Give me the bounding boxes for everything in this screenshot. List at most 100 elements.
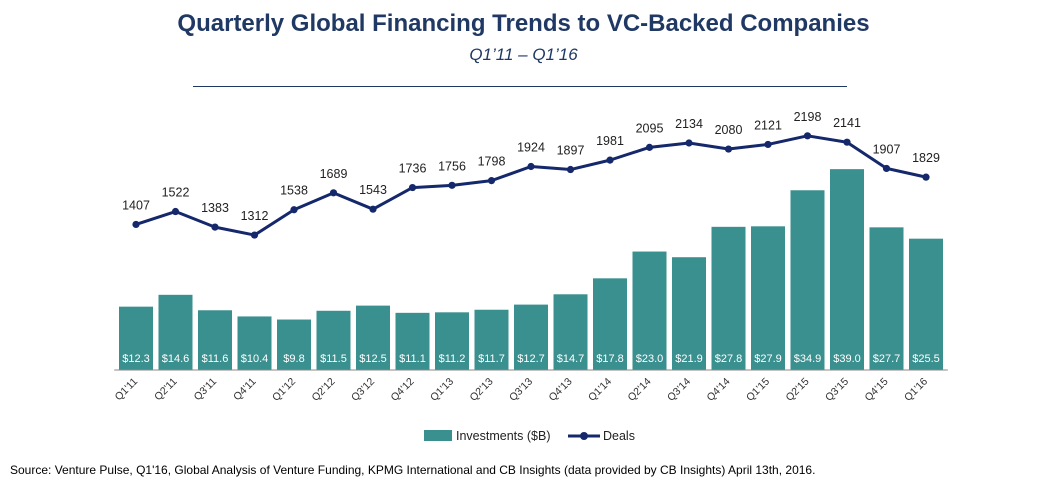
x-tick-label: Q3'15 xyxy=(823,376,851,404)
x-tick-label: Q3'11 xyxy=(192,376,220,404)
bar-value-label: $17.8 xyxy=(596,353,624,365)
bar xyxy=(395,312,430,370)
deals-value-label: 1798 xyxy=(478,155,506,169)
deals-value-label: 1407 xyxy=(122,198,150,212)
bar-value-label: $12.3 xyxy=(122,353,150,365)
bar-series xyxy=(119,169,943,370)
legend-swatch-deals-dot xyxy=(580,432,588,440)
x-tick-label: Q3'13 xyxy=(507,376,535,404)
deals-point xyxy=(132,220,140,229)
deals-point xyxy=(369,205,377,213)
x-tick-label: Q2'14 xyxy=(626,376,654,404)
deals-point xyxy=(250,231,259,239)
bar xyxy=(909,238,943,370)
deals-value-label: 2095 xyxy=(636,121,664,135)
x-tick-label: Q2'11 xyxy=(152,376,180,404)
bar-value-label: $27.7 xyxy=(873,353,901,365)
bar-value-label: $34.9 xyxy=(794,353,822,365)
deals-value-label: 2198 xyxy=(794,110,822,124)
deals-value-label: 1689 xyxy=(320,167,348,181)
chart-title: Quarterly Global Financing Trends to VC-… xyxy=(177,10,870,37)
bar-value-label: $11.2 xyxy=(439,353,466,365)
bar xyxy=(119,306,153,370)
bar-value-label: $11.5 xyxy=(320,353,347,365)
legend-swatch-investments xyxy=(424,430,452,441)
deals-point xyxy=(211,223,219,231)
deals-labels: 1407 1522 1383 1312 1538 1689 1543 1736 1756 1798… xyxy=(122,110,940,223)
legend-label-deals: Deals xyxy=(603,429,635,443)
deals-value-label: 2080 xyxy=(715,123,743,137)
deals-value-label: 1736 xyxy=(399,162,427,176)
deals-point xyxy=(448,181,456,189)
deals-point xyxy=(645,143,654,151)
deals-value-label: 1543 xyxy=(359,183,387,197)
x-tick-label: Q4'12 xyxy=(389,376,417,404)
bar xyxy=(198,310,232,370)
deals-points xyxy=(132,132,930,239)
deals-value-label: 1924 xyxy=(517,141,545,155)
x-tick-label: Q1'15 xyxy=(744,376,772,404)
deals-value-label: 2121 xyxy=(754,118,782,132)
deals-value-label: 1383 xyxy=(201,201,229,215)
deals-point xyxy=(487,177,496,185)
legend: Investments ($B) Deals xyxy=(424,429,635,443)
x-tick-label: Q1'16 xyxy=(902,376,930,404)
deals-value-label: 1907 xyxy=(873,142,901,156)
title-divider xyxy=(193,86,847,87)
deals-point xyxy=(527,162,535,171)
bar-value-label: $25.5 xyxy=(912,353,940,365)
bar xyxy=(672,257,706,370)
bar xyxy=(356,305,390,370)
bar xyxy=(316,310,351,370)
x-tick-label: Q4'15 xyxy=(863,376,891,404)
bar-value-label: $23.0 xyxy=(636,353,664,365)
deals-value-label: 1829 xyxy=(912,151,940,165)
deals-point xyxy=(408,183,417,192)
x-tick-label: Q4'14 xyxy=(705,376,733,404)
x-tick-label: Q2'15 xyxy=(784,376,812,404)
bar xyxy=(435,312,469,370)
x-tick-label: Q3'14 xyxy=(665,376,693,404)
deals-point xyxy=(685,139,693,147)
x-tick-label: Q2'13 xyxy=(468,376,496,404)
deals-point xyxy=(171,207,180,216)
bar xyxy=(474,309,509,370)
chart-subtitle: Q1’11 – Q1’16 xyxy=(469,45,578,64)
x-tick-label: Q3'12 xyxy=(349,376,377,404)
deals-point xyxy=(882,164,891,173)
bar xyxy=(830,169,864,370)
bar xyxy=(514,304,548,370)
deals-value-label: 1522 xyxy=(162,186,190,200)
bar-label-group: $12.3 $14.6 $11.6 $10.4 $9.8 $11.5 $12.5 $11.1 $… xyxy=(122,353,940,365)
deals-point xyxy=(764,140,772,149)
bar xyxy=(237,316,272,370)
legend-label-investments: Investments ($B) xyxy=(456,429,550,443)
bar-value-label: $11.1 xyxy=(399,353,426,365)
x-tick-label: Q1'13 xyxy=(428,376,456,404)
bar-value-label: $27.9 xyxy=(754,353,782,365)
bar xyxy=(277,319,311,370)
source-note: Source: Venture Pulse, Q1'16, Global Ana… xyxy=(10,463,816,477)
x-tick-label: Q2'12 xyxy=(310,376,338,404)
bar-value-label: $14.7 xyxy=(557,353,585,365)
bar xyxy=(593,278,627,370)
deals-value-label: 1981 xyxy=(596,134,624,148)
deals-point xyxy=(606,156,614,164)
bar-value-label: $12.7 xyxy=(517,353,545,365)
deals-value-label: 2141 xyxy=(833,116,861,130)
deals-point xyxy=(290,206,298,214)
x-tick-label: Q1'11 xyxy=(113,376,141,404)
bar-value-label: $21.9 xyxy=(675,353,703,365)
x-tick-label: Q1'14 xyxy=(586,376,614,404)
x-tick-label: Q4'13 xyxy=(547,376,575,404)
x-tick-label: Q4'11 xyxy=(231,376,259,404)
x-tick-labels: Q1'11 Q2'11 Q3'11 Q4'11 Q1'12 Q2'12 Q3'12 Q4'12… xyxy=(113,376,931,404)
deals-point xyxy=(843,138,851,146)
bar xyxy=(553,294,588,370)
bar-value-label: $39.0 xyxy=(833,353,861,365)
bar-value-label: $10.4 xyxy=(241,353,269,365)
deals-point xyxy=(329,189,338,197)
bar-value-label: $11.7 xyxy=(478,353,505,365)
bar xyxy=(751,226,785,370)
